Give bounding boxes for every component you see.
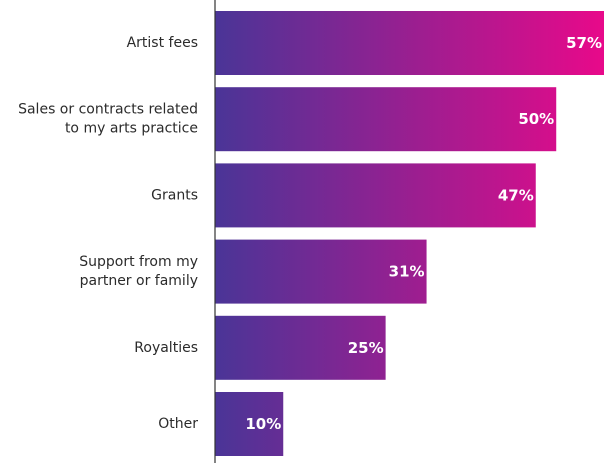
bar	[215, 87, 557, 152]
category-label-line: Artist fees	[127, 35, 198, 51]
category-label-line: Royalties	[134, 340, 198, 356]
bar	[215, 163, 536, 228]
bar	[215, 392, 284, 456]
category-label: Support from my partner or family	[79, 254, 198, 289]
category-label: Other	[158, 416, 198, 432]
data-label: 31%	[389, 263, 425, 281]
category-label-line: Sales or contracts related	[18, 102, 198, 118]
value-labels-group: 57% 50% 47% 31% 25% 10%	[245, 34, 602, 433]
bar	[215, 239, 427, 304]
category-label: Sales or contracts related to my arts pra…	[18, 102, 198, 137]
bar	[215, 315, 386, 380]
data-label: 10%	[245, 415, 281, 433]
category-label: Grants	[151, 187, 198, 203]
category-labels-group: Artist fees Sales or contracts related to …	[18, 35, 198, 432]
category-label-line: Other	[158, 416, 198, 432]
data-label: 47%	[498, 186, 534, 204]
data-label: 57%	[566, 34, 602, 52]
data-label: 50%	[518, 110, 554, 128]
category-label-line: partner or family	[80, 273, 198, 289]
data-label: 25%	[348, 339, 384, 357]
bar	[215, 11, 604, 75]
category-label: Royalties	[134, 340, 198, 356]
category-label-line: to my arts practice	[65, 121, 198, 137]
category-label: Artist fees	[127, 35, 198, 51]
category-label-line: Grants	[151, 187, 198, 203]
bars-group	[215, 11, 604, 456]
category-label-line: Support from my	[79, 254, 198, 270]
